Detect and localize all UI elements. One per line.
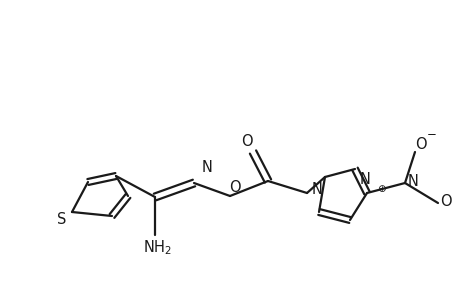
Text: O: O bbox=[229, 181, 241, 196]
Text: O: O bbox=[439, 194, 451, 208]
Text: N: N bbox=[407, 173, 418, 188]
Text: O: O bbox=[241, 134, 252, 148]
Text: −: − bbox=[426, 128, 436, 140]
Text: O: O bbox=[414, 136, 426, 152]
Text: N: N bbox=[311, 182, 322, 196]
Text: S: S bbox=[57, 212, 67, 227]
Text: N: N bbox=[359, 172, 369, 187]
Text: N: N bbox=[202, 160, 213, 175]
Text: NH$_2$: NH$_2$ bbox=[142, 238, 171, 257]
Text: ⊕: ⊕ bbox=[376, 184, 385, 194]
